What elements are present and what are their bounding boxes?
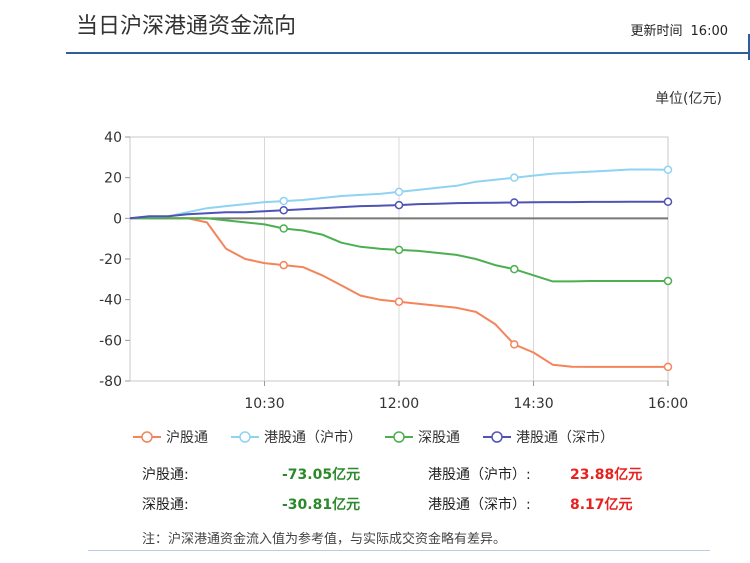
y-tick-label: 40 (104, 130, 122, 146)
y-axis: 40 20 0 -20 -40 -60 -80 (99, 130, 130, 390)
capital-flow-chart: 40 20 0 -20 -40 -60 -80 10:30 12:00 14:30 16:00 (99, 130, 688, 412)
legend-marker-dot (491, 431, 503, 443)
series-point-1 (510, 340, 519, 349)
legend-marker-dot (393, 431, 405, 443)
y-tick-label: -40 (99, 293, 122, 309)
series-point-2 (510, 173, 519, 182)
series-point-1 (279, 260, 288, 270)
page-title: 当日沪深港通资金流向 (76, 14, 297, 39)
legend-marker-icon (483, 431, 511, 443)
legend-label: 港股通（深市） (516, 430, 614, 446)
series-point-1 (663, 362, 673, 372)
sgt-value: -30.81亿元 (282, 497, 361, 513)
y-tick-label: -80 (99, 374, 122, 390)
header-divider (66, 52, 750, 54)
footer-divider (88, 550, 710, 551)
y-tick-label: 0 (113, 211, 122, 227)
series-point-3 (394, 245, 404, 255)
disclaimer-note: 注：沪深港通资金流入值为参考值，与实际成交资金略有差异。 (142, 532, 507, 547)
x-tick-label: 12:00 (379, 396, 419, 412)
sgt-label: 深股通: (142, 497, 189, 513)
update-label: 更新时间 (630, 24, 683, 39)
ggt-sh-label: 港股通（沪市）: (428, 467, 531, 483)
legend-item-3: 深股通 (384, 427, 460, 447)
y-tick-label: 20 (104, 171, 122, 187)
legend-label: 深股通 (418, 430, 460, 446)
hgt-value: -73.05亿元 (282, 467, 361, 483)
series-point-2 (394, 187, 404, 197)
edge-accent (748, 34, 750, 60)
legend-item-1: 沪股通 (132, 427, 208, 447)
legend-label: 港股通（沪市） (264, 430, 362, 446)
legend-item-2: 港股通（沪市） (230, 427, 362, 447)
update-time-value: 16:00 (690, 24, 728, 39)
legend-marker-icon (231, 431, 259, 443)
ggt-sh-value: 23.88亿元 (570, 467, 643, 483)
legend-label: 沪股通 (166, 430, 208, 446)
x-tick-label: 14:30 (513, 396, 553, 412)
legend-marker-icon (133, 431, 161, 443)
update-time: 更新时间 16:00 (623, 20, 728, 39)
chart-series (129, 165, 673, 372)
x-tick-label: 10:30 (244, 396, 284, 412)
ggt-sz-label: 港股通（深市）: (428, 497, 531, 513)
series-point-4 (394, 200, 404, 210)
chart-grid (129, 136, 669, 382)
legend-marker-dot (239, 431, 251, 443)
unit-label: 单位(亿元) (655, 91, 722, 107)
series-point-3 (510, 264, 519, 274)
series-point-3 (663, 276, 673, 286)
hgt-label: 沪股通: (142, 467, 189, 483)
series-point-4 (663, 197, 673, 206)
legend-item-4: 港股通（深市） (482, 427, 614, 447)
series-point-3 (279, 224, 288, 233)
series-point-4 (510, 198, 519, 207)
legend-marker-dot (141, 431, 153, 443)
x-tick-label: 16:00 (648, 396, 688, 412)
chart-legend: 沪股通 港股通（沪市） 深股通 港股通（深市） (132, 424, 692, 450)
series-point-2 (279, 196, 288, 206)
y-tick-label: -20 (99, 252, 122, 268)
y-tick-label: -60 (99, 333, 122, 349)
x-axis: 10:30 12:00 14:30 16:00 (244, 381, 688, 412)
series-point-4 (279, 205, 288, 215)
legend-marker-icon (385, 431, 413, 443)
series-point-2 (663, 165, 673, 175)
series-point-1 (394, 297, 404, 306)
ggt-sz-value: 8.17亿元 (570, 497, 633, 513)
